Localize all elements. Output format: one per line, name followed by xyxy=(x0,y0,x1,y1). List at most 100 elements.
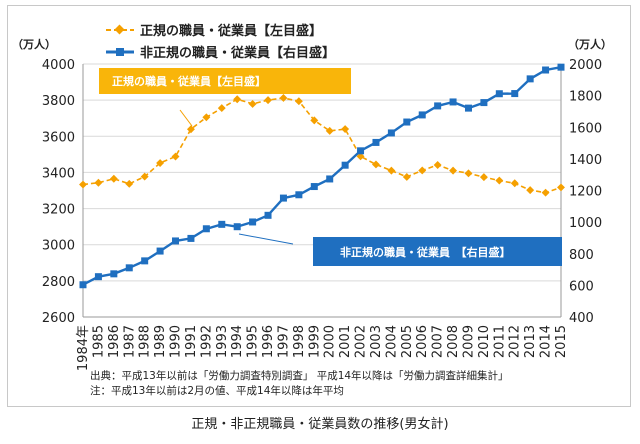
regular-data-point xyxy=(479,173,488,182)
regular-data-point xyxy=(125,179,134,188)
regular-data-point xyxy=(294,97,303,106)
note-remark: 注：平成13年以前は2月の値、平成14年以降は年平均 xyxy=(90,384,344,397)
regular-data-point xyxy=(372,160,380,169)
series-layer xyxy=(79,63,565,289)
regular-data-point xyxy=(279,94,288,102)
chart-svg: 正規の職員・従業員【左目盛】 非正規の職員・従業員【右目盛】 （万人） （万人）… xyxy=(12,23,612,397)
nonregular-data-point xyxy=(542,66,550,74)
right-axis-ticks: 400 600 800 1000 1200 1400 1600 1800 2000 xyxy=(569,58,602,326)
nonregular-data-point xyxy=(511,90,519,98)
x-axis-tick-label: 1998 xyxy=(292,325,307,358)
x-axis-tick-label: 2007 xyxy=(431,325,446,358)
nonregular-data-point xyxy=(310,183,318,191)
nonregular-data-point xyxy=(141,257,149,265)
x-axis-tick-label: 2010 xyxy=(477,325,492,358)
nonregular-data-point xyxy=(202,225,210,233)
nonregular-data-point xyxy=(218,220,226,228)
right-axis-tick-label: 1200 xyxy=(569,185,602,200)
x-axis-tick-label: 2002 xyxy=(354,325,369,358)
nonregular-data-point xyxy=(264,211,272,219)
regular-annotation-text: 正規の職員・従業員【左目盛】 xyxy=(112,74,266,88)
nonregular-data-point xyxy=(557,63,565,71)
regular-data-point xyxy=(217,104,226,113)
nonregular-data-point xyxy=(125,264,133,272)
nonregular-annotation-box xyxy=(313,237,562,266)
regular-data-point xyxy=(248,99,257,108)
nonregular-data-point xyxy=(187,234,195,242)
regular-annotation-pointer xyxy=(179,109,193,127)
x-axis-tick-label: 2004 xyxy=(384,325,399,358)
regular-data-point xyxy=(140,172,149,181)
x-axis-tick-label: 1993 xyxy=(215,325,230,358)
nonregular-annotation-text: 非正規の職員・従業員 【右目盛】 xyxy=(340,245,511,259)
x-axis-tick-label: 1996 xyxy=(261,325,276,358)
nonregular-data-point xyxy=(326,175,334,183)
regular-data-point xyxy=(171,152,180,161)
gridlines xyxy=(82,63,562,318)
nonregular-data-point xyxy=(372,138,380,146)
left-axis-tick-label: 3000 xyxy=(42,239,75,254)
x-axis-tick-label: 2013 xyxy=(523,325,538,358)
regular-data-point xyxy=(387,166,396,175)
regular-data-point xyxy=(495,176,504,185)
left-axis-tick-label: 2600 xyxy=(42,311,75,326)
nonregular-data-point xyxy=(233,223,241,231)
x-axis-tick-label: 2011 xyxy=(492,325,507,358)
x-axis-tick-label: 2000 xyxy=(323,325,338,358)
right-axis-tick-label: 1000 xyxy=(569,216,602,231)
nonregular-data-point xyxy=(295,191,303,199)
chart-frame: 正規の職員・従業員【左目盛】 非正規の職員・従業員【右目盛】 （万人） （万人）… xyxy=(7,5,631,407)
x-axis-tick-label: 2003 xyxy=(369,325,384,358)
regular-data-point xyxy=(402,172,411,181)
x-axis-tick-label: 2015 xyxy=(554,325,569,358)
regular-data-point xyxy=(264,96,272,105)
right-axis-unit-label: （万人） xyxy=(568,37,612,51)
regular-data-point xyxy=(156,159,165,167)
nonregular-data-point xyxy=(279,194,287,202)
x-axis-tick-label: 2005 xyxy=(400,325,415,358)
legend-nonregular-label: 非正規の職員・従業員【右目盛】 xyxy=(140,45,335,61)
left-axis-tick-label: 3400 xyxy=(42,166,75,181)
right-axis-tick-label: 2000 xyxy=(569,58,602,73)
x-axis-tick-label: 2014 xyxy=(539,325,554,358)
regular-data-point xyxy=(464,169,473,178)
x-axis-tick-label: 1985 xyxy=(91,325,106,358)
right-axis-tick-label: 1600 xyxy=(569,121,602,136)
regular-data-point xyxy=(541,188,550,197)
nonregular-annotation-pointer xyxy=(238,233,294,245)
x-axis-tick-label: 1997 xyxy=(276,325,291,358)
regular-annotation-box xyxy=(99,68,351,94)
regular-data-point xyxy=(109,174,118,183)
right-axis-tick-label: 400 xyxy=(569,311,594,326)
regular-data-point xyxy=(341,125,350,134)
nonregular-data-point xyxy=(480,99,488,107)
x-axis-tick-label: 2012 xyxy=(508,325,523,358)
nonregular-data-point xyxy=(79,281,87,289)
nonregular-data-point xyxy=(434,102,442,110)
nonregular-annotation: 非正規の職員・従業員 【右目盛】 xyxy=(238,233,562,266)
right-axis-tick-label: 1400 xyxy=(569,153,602,168)
regular-data-point xyxy=(526,186,535,195)
x-axis-tick-label: 1992 xyxy=(199,325,214,358)
legend: 正規の職員・従業員【左目盛】 非正規の職員・従業員【右目盛】 xyxy=(106,23,335,61)
x-axis-tick-label: 2009 xyxy=(461,325,476,358)
nonregular-data-point xyxy=(403,118,411,126)
left-axis-ticks: 2600 2800 3000 3200 3400 3600 3800 4000 xyxy=(42,58,75,326)
left-axis-tick-label: 3800 xyxy=(42,94,75,109)
regular-data-point xyxy=(94,178,103,187)
x-axis-tick-label: 1999 xyxy=(307,325,322,358)
right-axis-tick-label: 800 xyxy=(569,248,594,263)
nonregular-data-point xyxy=(418,111,426,119)
regular-data-point xyxy=(510,179,519,188)
regular-data-point xyxy=(356,152,365,161)
x-axis-tick-label: 1987 xyxy=(122,325,137,358)
left-axis-unit-label: （万人） xyxy=(12,37,56,51)
nonregular-data-point xyxy=(172,237,180,245)
left-axis-tick-label: 3600 xyxy=(42,130,75,145)
x-axis-tick-label: 1986 xyxy=(107,325,122,358)
x-axis-tick-label: 1995 xyxy=(246,325,261,358)
regular-annotation: 正規の職員・従業員【左目盛】 xyxy=(99,68,351,127)
nonregular-data-point xyxy=(249,218,257,226)
x-axis-tick-label: 2008 xyxy=(446,325,461,358)
note-source: 出典：平成13年以前は「労働力調査特別調査」 平成14年以降は「労働力調査詳細集… xyxy=(90,369,509,382)
